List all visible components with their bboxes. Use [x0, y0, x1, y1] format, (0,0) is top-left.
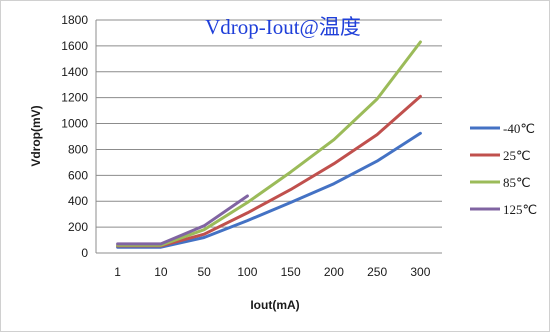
- y-tick-label: 1000: [61, 117, 88, 131]
- series-line-1: [116, 94, 422, 248]
- y-tick-label: 0: [81, 246, 88, 260]
- y-tick-label: 1200: [61, 91, 88, 105]
- x-tick-labels: 1 10 50 100 150 200 250 300: [114, 265, 430, 279]
- series-line-2: [116, 40, 422, 247]
- y-tick-label: 200: [68, 220, 88, 234]
- chart-title: Vdrop-Iout@温度: [205, 15, 361, 39]
- x-tick-label: 10: [154, 265, 168, 279]
- y-tick-label: 600: [68, 168, 88, 182]
- y-axis-title: Vdrop(mV): [29, 105, 43, 166]
- series-line-3: [116, 194, 249, 246]
- x-tick-label: 150: [281, 265, 301, 279]
- x-tick-label: 1: [114, 265, 121, 279]
- legend-label-2: 85℃: [503, 175, 531, 190]
- legend-label-1: 25℃: [503, 148, 531, 163]
- legend: -40℃ 25℃ 85℃ 125℃: [470, 121, 537, 217]
- y-tick-label: 400: [68, 194, 88, 208]
- y-tick-labels: 0 200 400 600 800 1000 1200 1400 1600 1800: [61, 13, 88, 260]
- x-tick-label: 200: [324, 265, 344, 279]
- x-axis-title: Iout(mA): [250, 298, 299, 312]
- x-tick-label: 250: [367, 265, 387, 279]
- series-line-0: [116, 131, 422, 249]
- y-tick-label: 800: [68, 142, 88, 156]
- y-tick-label: 1400: [61, 65, 88, 79]
- legend-label-3: 125℃: [503, 202, 537, 217]
- x-tick-label: 100: [237, 265, 257, 279]
- x-tick-label: 50: [197, 265, 211, 279]
- grid-lines: [96, 19, 442, 228]
- y-tick-label: 1600: [61, 39, 88, 53]
- y-tick-label: 1800: [61, 13, 88, 27]
- legend-label-0: -40℃: [503, 121, 535, 136]
- series-lines: [116, 40, 422, 249]
- x-tick-label: 300: [410, 265, 430, 279]
